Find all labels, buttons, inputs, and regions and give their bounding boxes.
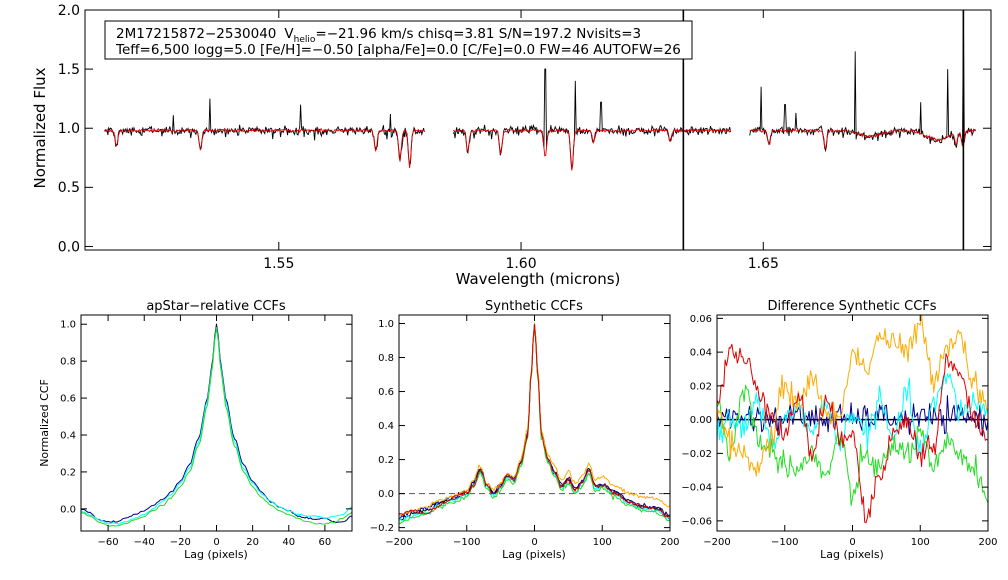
ccf1-panel: −60 −40 −20 0 20 40 60 0.0 0.2 0.4 0.6 0.8 1.0 apSta… xyxy=(38,299,353,561)
spectrum-panel: 1.55 1.60 1.65 0.0 0.5 1.0 1.5 2.0 2M17215872−2… xyxy=(31,3,992,288)
ccf2-ytick-label: −0.2 xyxy=(370,523,394,534)
ccf3-plot-area xyxy=(717,315,988,524)
ccf1-xtick-label: 60 xyxy=(319,537,332,548)
ccf3-xtick-label: 200 xyxy=(978,537,997,548)
info-vhelio-rest: =−21.96 km/s chisq=3.81 S/N=197.2 Nvisit… xyxy=(315,26,641,42)
ccf1-xtick-label: 20 xyxy=(246,537,259,548)
ccf3-series-visit-4 xyxy=(717,315,988,477)
ccf3-ytick-label: 0.04 xyxy=(690,348,712,359)
ccf1-xlabel: Lag (pixels) xyxy=(184,548,248,561)
spectrum-model-chip-3 xyxy=(749,127,976,149)
ccf2-ytick-label: 0.6 xyxy=(378,387,394,398)
spectrum-ytick-label: 2.0 xyxy=(58,3,80,19)
ccf1-ticks: −60 −40 −20 0 20 40 60 0.0 0.2 0.4 0.6 0.8 1.0 xyxy=(60,315,352,548)
info-vhelio-sub: helio xyxy=(294,35,316,45)
ccf2-xtick-label: −200 xyxy=(385,537,412,548)
ccf3-xtick-label: 0 xyxy=(849,537,855,548)
ccf1-ytick-label: 0.8 xyxy=(60,357,76,368)
spectrum-ylabel: Normalized Flux xyxy=(31,67,49,188)
ccf1-xtick-label: 40 xyxy=(282,537,295,548)
spectrum-observed-chip-2 xyxy=(452,68,731,170)
ccf3-xtick-label: 100 xyxy=(911,537,930,548)
ccf3-ytick-label: 0.06 xyxy=(690,314,712,325)
ccf1-ytick-label: 1.0 xyxy=(60,320,76,331)
ccf2-xtick-label: 200 xyxy=(660,537,679,548)
ccf2-xtick-label: 100 xyxy=(593,537,612,548)
ccf1-series-visit-2 xyxy=(81,327,352,525)
ccf3-series-visit-1 xyxy=(717,395,988,437)
spectrum-info-line1: 2M17215872−2530040 Vhelio=−21.96 km/s chi… xyxy=(116,26,641,45)
spectrum-xtick-label: 1.60 xyxy=(505,256,536,272)
ccf2-ticks: −200 −100 0 100 200 −0.2 0.0 0.2 0.4 0.6 0.8 1.0 xyxy=(370,315,680,548)
ccf1-ylabel: Normalized CCF xyxy=(38,379,51,467)
ccf2-ytick-label: 0.4 xyxy=(378,421,394,432)
ccf2-ytick-label: 0.8 xyxy=(378,353,394,364)
ccf2-series-visit-5 xyxy=(399,324,670,518)
ccf2-xtick-label: 0 xyxy=(531,537,537,548)
ccf3-ytick-label: 0.02 xyxy=(690,381,712,392)
ccf3-xtick-label: −200 xyxy=(703,537,730,548)
spectrum-frame xyxy=(84,9,992,251)
ccf2-ytick-label: 1.0 xyxy=(378,319,394,330)
ccf1-frame xyxy=(80,314,353,532)
ccf1-xtick-label: −20 xyxy=(170,537,191,548)
ccf2-series-combined xyxy=(399,322,670,521)
ccf1-ytick-label: 0.0 xyxy=(60,504,76,515)
spectrum-xlabel: Wavelength (microns) xyxy=(456,270,621,288)
spectrum-ytick-label: 0.5 xyxy=(58,180,80,196)
ccf1-plot-area xyxy=(81,323,352,527)
spectrum-observed-chip-3 xyxy=(749,10,976,153)
ccf3-xtick-label: −100 xyxy=(771,537,798,548)
ccf2-title: Synthetic CCFs xyxy=(485,299,583,314)
ccf1-series-visit-1 xyxy=(81,323,352,524)
spectrum-ytick-label: 1.0 xyxy=(58,121,80,137)
ccf1-xtick-label: 0 xyxy=(213,537,219,548)
ccf1-ytick-label: 0.2 xyxy=(60,467,76,478)
ccf2-series-visit-4 xyxy=(399,323,670,516)
spectrum-xtick-label: 1.65 xyxy=(748,256,779,272)
info-star-id: 2M17215872−2530040 xyxy=(116,26,276,42)
ccf3-ytick-label: −0.06 xyxy=(681,516,712,527)
spectrum-model-chip-1 xyxy=(104,127,425,168)
ccf2-ytick-label: 0.0 xyxy=(378,489,394,500)
spectrum-ytick-label: 0.0 xyxy=(58,239,80,255)
ccf1-xtick-label: −60 xyxy=(98,537,119,548)
ccf2-frame xyxy=(398,314,671,532)
ccf3-series-visit-5 xyxy=(717,343,988,524)
ccf1-ytick-label: 0.4 xyxy=(60,431,76,442)
spectrum-ytick-label: 1.5 xyxy=(58,62,80,78)
spectrum-xtick-label: 1.55 xyxy=(263,256,294,272)
ccf2-series-visit-2 xyxy=(399,322,670,522)
ccf2-xtick-label: −100 xyxy=(453,537,480,548)
spectrum-info-line2: Teff=6,500 logg=5.0 [Fe/H]=−0.50 [alpha/… xyxy=(115,42,681,58)
spectrum-model-chip-2 xyxy=(453,127,731,171)
ccf2-xlabel: Lag (pixels) xyxy=(502,548,566,561)
ccf1-xtick-label: −40 xyxy=(134,537,155,548)
spectrum-info-box xyxy=(104,20,693,60)
ccf3-series-visit-3 xyxy=(717,384,988,507)
ccf3-frame xyxy=(716,314,989,532)
ccf3-ytick-label: −0.02 xyxy=(681,449,712,460)
ccf3-ytick-label: −0.04 xyxy=(681,483,712,494)
ccf2-plot-area xyxy=(399,322,670,524)
ccf2-series-visit-1 xyxy=(399,325,670,519)
ccf3-series-visit-2 xyxy=(717,372,988,456)
ccf3-ytick-label: 0.00 xyxy=(690,415,712,426)
ccf1-title: apStar−relative CCFs xyxy=(146,299,286,314)
ccf3-xlabel: Lag (pixels) xyxy=(820,548,884,561)
ccf2-panel: −200 −100 0 100 200 −0.2 0.0 0.2 0.4 0.6 0.8 1.0 Sy… xyxy=(370,299,680,561)
ccf2-ytick-label: 0.2 xyxy=(378,455,394,466)
ccf1-ytick-label: 0.6 xyxy=(60,394,76,405)
info-vhelio-label: V xyxy=(284,26,294,42)
ccf3-title: Difference Synthetic CCFs xyxy=(767,299,936,314)
spectrum-ticks: 1.55 1.60 1.65 0.0 0.5 1.0 1.5 2.0 xyxy=(58,3,991,272)
ccf3-panel: −200 −100 0 100 200 −0.06 −0.04 −0.02 0.00 0.02 0.… xyxy=(681,299,997,561)
ccf1-series-visit-3 xyxy=(81,326,352,527)
